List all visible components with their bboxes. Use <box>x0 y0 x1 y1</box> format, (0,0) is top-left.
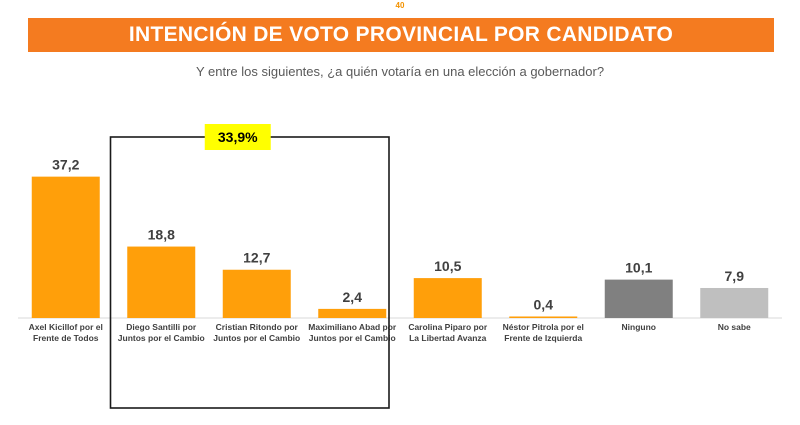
x-tick-label-line: Frente de Todos <box>33 333 99 343</box>
bar <box>127 246 196 318</box>
chart-title-banner: INTENCIÓN DE VOTO PROVINCIAL POR CANDIDA… <box>28 18 774 52</box>
x-tick-label-line: Axel Kicillof por el <box>29 322 103 332</box>
annotation-badge <box>204 124 271 150</box>
x-tick-label-line: Juntos por el Cambio <box>118 333 205 343</box>
x-tick-label: No sabe <box>718 322 751 332</box>
x-tick-label-line: Juntos por el Cambio <box>213 333 300 343</box>
bar <box>509 316 578 318</box>
x-tick-label-line: Frente de Izquierda <box>504 333 582 343</box>
x-tick-label: Ninguno <box>622 322 656 332</box>
x-tick-label-line: Ninguno <box>622 322 656 332</box>
bar <box>604 279 673 318</box>
x-tick-label-line: Néstor Pitrola por el <box>503 322 584 332</box>
data-label: 37,2 <box>52 157 79 173</box>
x-tick-label-line: No sabe <box>718 322 751 332</box>
bar <box>318 308 387 318</box>
x-tick-label-line: Carolina Piparo por <box>408 322 488 332</box>
x-tick-label-line: Juntos por el Cambio <box>309 333 396 343</box>
data-label: 18,8 <box>148 227 175 243</box>
data-label: 10,1 <box>625 260 652 276</box>
x-tick-label: Diego Santilli por Juntos por el Cambio <box>118 322 205 343</box>
page-number: 40 <box>395 1 405 10</box>
data-label: 0,4 <box>534 296 554 312</box>
bar <box>222 269 291 318</box>
bar <box>31 176 100 318</box>
x-tick-label: Néstor Pitrola por el Frente de Izquierda <box>503 322 584 343</box>
x-tick-label: Axel Kicillof por el Frente de Todos <box>29 322 103 343</box>
data-label: 10,5 <box>434 258 461 274</box>
data-label: 7,9 <box>725 268 745 284</box>
bar <box>413 278 482 318</box>
x-tick-label-line: Diego Santilli por <box>126 322 197 332</box>
data-label: 12,7 <box>243 250 270 266</box>
x-tick-label-line: Maximiliano Abad por <box>308 322 397 332</box>
annotation-label: 33,9% <box>218 129 258 145</box>
bar <box>700 287 769 318</box>
x-tick-label: Maximiliano Abad por Juntos por el Cambio <box>308 322 397 343</box>
x-tick-label: Carolina Piparo por La Libertad Avanza <box>408 322 488 343</box>
data-label: 2,4 <box>343 289 363 305</box>
chart-subtitle: Y entre los siguientes, ¿a quién votaría… <box>195 64 605 79</box>
x-tick-label-line: La Libertad Avanza <box>409 333 487 343</box>
x-tick-label: Cristian Ritondo por Juntos por el Cambio <box>213 322 300 343</box>
x-tick-label-line: Cristian Ritondo por <box>216 322 299 332</box>
